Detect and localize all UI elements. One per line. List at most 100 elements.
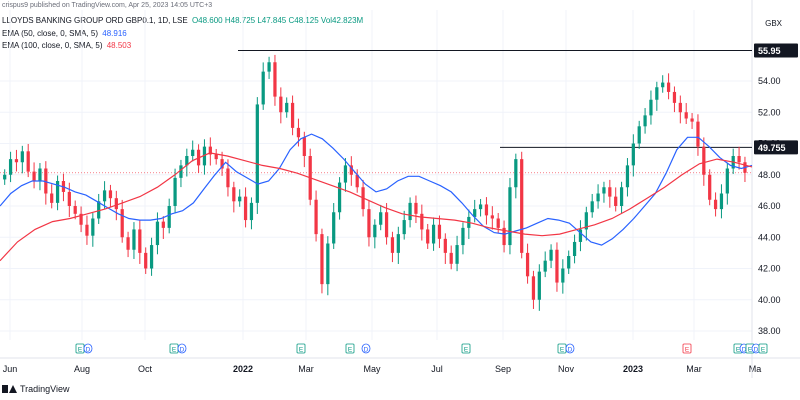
candle-body	[208, 146, 212, 155]
earnings-badge	[682, 343, 692, 354]
ema100-line	[0, 152, 753, 262]
candle-body	[408, 202, 412, 221]
candle-body	[73, 206, 77, 214]
candle-body	[261, 71, 265, 105]
candle-body	[643, 115, 647, 127]
candle-body	[455, 245, 459, 264]
x-tick-label: 2022	[233, 364, 253, 374]
candle-body	[332, 212, 336, 244]
candle-body	[255, 104, 259, 203]
currency-label: GBX	[765, 19, 782, 28]
candle-body	[708, 174, 712, 200]
candle-body	[461, 227, 465, 246]
candle-body	[514, 159, 518, 188]
candle-body	[8, 159, 13, 175]
y-tick-label: 40.00	[758, 295, 781, 305]
candle-body	[279, 96, 283, 113]
candle-body	[713, 199, 718, 210]
publisher-credit: crispus9 published on TradingView.com, A…	[2, 2, 213, 9]
candle-body	[426, 229, 430, 244]
symbol-title: LLOYDS BANKING GROUP ORD GBP0.1, 1D, LSE	[2, 16, 188, 25]
tradingview-logo-icon	[2, 385, 17, 393]
candle-body	[625, 165, 630, 188]
x-tick-label: Ma	[749, 364, 762, 374]
x-tick-label: 2023	[623, 364, 643, 374]
candle-body	[44, 168, 48, 194]
candle-body	[596, 193, 600, 202]
candle-body	[314, 199, 318, 235]
candle-body	[320, 234, 324, 285]
candle-body	[508, 187, 512, 246]
candle-body	[737, 156, 741, 163]
ema50-line	[0, 133, 753, 246]
dividend-badge	[177, 343, 187, 354]
candle-body	[38, 168, 42, 181]
candle-body	[690, 118, 694, 122]
candle-body	[572, 241, 577, 256]
level-label: 49.755	[758, 143, 786, 153]
y-tick-label: 54.00	[758, 76, 781, 86]
candle-body	[102, 190, 107, 202]
candle-body	[719, 193, 724, 210]
candle-body	[608, 187, 612, 197]
tradingview-logo[interactable]: TradingView	[2, 384, 70, 394]
candle-body	[226, 168, 230, 188]
candle-body	[337, 182, 342, 213]
candle-body	[191, 149, 195, 156]
candle-body	[584, 212, 588, 230]
badge-letter: D	[754, 347, 759, 354]
candle-body	[619, 187, 624, 206]
ema50-label: EMA (50, close, 0, SMA, 5)	[2, 29, 99, 38]
badge-letter: E	[464, 347, 469, 354]
candle-body	[202, 146, 207, 166]
candle-body	[185, 156, 189, 166]
candle-body	[249, 202, 254, 221]
candle-body	[696, 121, 700, 147]
badge-letter: D	[86, 347, 91, 354]
candle-body	[490, 215, 494, 219]
candle-body	[637, 126, 641, 144]
candle-body	[167, 206, 171, 228]
badge-letter: D	[742, 347, 747, 354]
candle-body	[3, 174, 7, 180]
candle-body	[267, 62, 271, 72]
ema100-legend[interactable]: EMA (100, close, 0, SMA, 5) 48.503	[2, 41, 131, 50]
candle-body	[549, 249, 553, 261]
badge-letter: E	[761, 347, 766, 354]
x-tick-label: Sep	[495, 364, 511, 374]
ema100-value: 48.503	[106, 41, 132, 50]
x-tick-label: Mar	[298, 364, 314, 374]
candle-body	[531, 276, 536, 300]
candle-body	[420, 213, 424, 230]
candle-body	[384, 212, 389, 238]
candle-body	[285, 102, 289, 113]
candle-body	[449, 252, 453, 264]
x-tick-label: Oct	[138, 364, 153, 374]
candle-body	[296, 127, 301, 138]
y-tick-label: 46.00	[758, 201, 781, 211]
symbol-legend[interactable]: LLOYDS BANKING GROUP ORD GBP0.1, 1D, LSE…	[2, 16, 363, 25]
candle-body	[443, 238, 447, 253]
y-tick-label: 38.00	[758, 326, 781, 336]
candle-body	[214, 154, 218, 160]
candle-body	[390, 237, 395, 253]
y-tick-label: 44.00	[758, 232, 781, 242]
ema50-legend[interactable]: EMA (50, close, 0, SMA, 5) 48.916	[2, 29, 127, 38]
dividend-badge	[565, 343, 575, 354]
candle-body	[144, 252, 148, 269]
earnings-badge	[345, 343, 355, 354]
candle-body	[520, 159, 524, 253]
level-tag	[754, 140, 798, 155]
candle-body	[349, 165, 353, 175]
candle-body	[437, 224, 442, 239]
candle-body	[684, 112, 688, 119]
badge-letter: E	[685, 347, 690, 354]
candle-body	[373, 224, 377, 238]
candle-body	[91, 218, 95, 236]
candle-body	[355, 174, 359, 188]
badge-letter: E	[736, 347, 741, 354]
candle-body	[120, 209, 124, 238]
badge-letter: E	[78, 347, 83, 354]
x-tick-label: Nov	[558, 364, 575, 374]
